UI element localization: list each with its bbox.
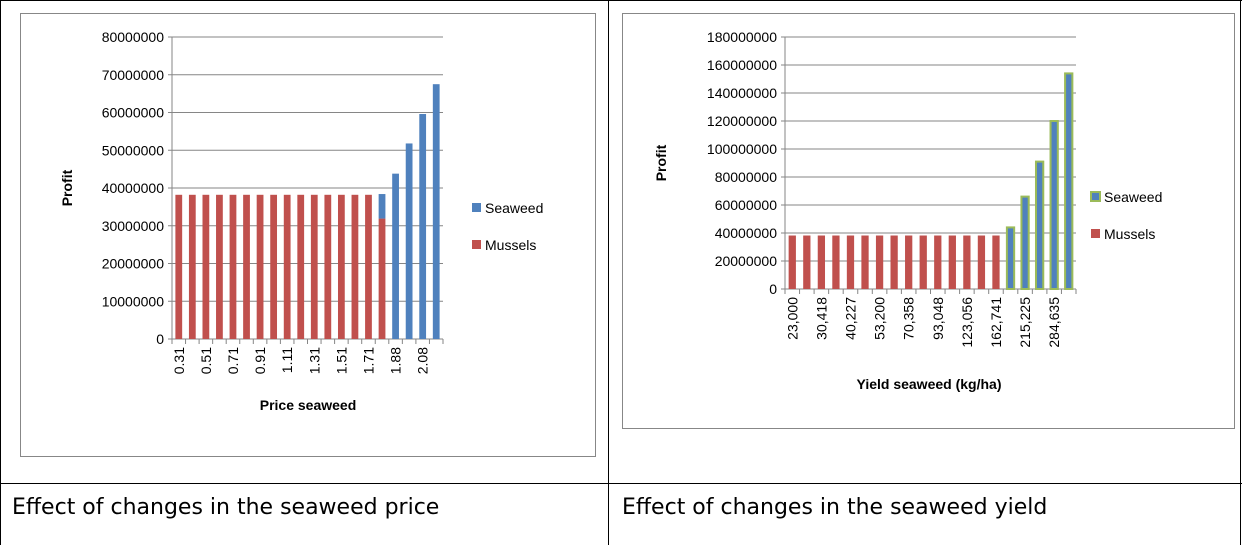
mussels-bar (846, 235, 855, 289)
x-tick-label: 0.31 (171, 347, 187, 374)
mussels-bar (817, 235, 826, 289)
mussels-bar (861, 235, 869, 289)
seaweed-bar (1064, 72, 1074, 291)
mussels-bar (977, 235, 986, 289)
mussels-bar (875, 235, 884, 289)
x-tick-label: 1.51 (333, 347, 349, 374)
y-tick-label: 100000000 (707, 141, 777, 157)
mussels-bar (934, 235, 942, 289)
y-tick-label: 70000000 (102, 67, 165, 83)
mussels-bar (905, 235, 913, 289)
y-axis-title: Profit (59, 169, 75, 206)
y-tick-label: 30000000 (102, 218, 165, 234)
mussels-bar (229, 194, 237, 339)
left-caption: Effect of changes in the seaweed price (12, 495, 440, 520)
mussels-bar (992, 235, 1000, 289)
mussels-bar (243, 194, 250, 339)
mussels-bar (216, 194, 223, 339)
mussels-bar (283, 194, 291, 339)
seaweed-bar (1005, 226, 1016, 290)
x-tick-label: 0.71 (225, 347, 241, 374)
mussels-bar (337, 194, 345, 339)
mussels-bar (948, 235, 956, 289)
mussels-bar (256, 194, 264, 339)
x-tick-label: 0.91 (252, 347, 268, 374)
yield-chart: 0 20000000 40000000 60000000 80000000 1000000… (653, 29, 1162, 392)
y-tick-label: 0 (156, 331, 164, 347)
y-tick-label: 140000000 (707, 85, 777, 101)
x-tick-label: 1.31 (306, 347, 322, 374)
y-tick-label: 60000000 (715, 197, 778, 213)
seaweed-bar (1020, 195, 1030, 291)
mussels-bar (365, 194, 372, 339)
x-tick-label: 70,358 (901, 297, 917, 340)
x-tick-label: 1.88 (388, 347, 404, 374)
y-tick-label: 180000000 (707, 29, 777, 45)
mussels-bar (890, 235, 898, 289)
x-tick-label: 30,418 (813, 297, 829, 340)
x-tick-label: 162,741 (988, 297, 1004, 348)
right-caption: Effect of changes in the seaweed yield (622, 495, 1048, 520)
y-tick-label: 40000000 (715, 225, 778, 241)
mussels-bar (788, 235, 796, 289)
y-axis-title: Profit (653, 144, 669, 181)
mussels-bar (188, 194, 196, 339)
right-chart-frame (622, 13, 1235, 429)
x-axis-title: Price seaweed (260, 397, 357, 413)
mussels-bar (803, 235, 811, 289)
left-chart-frame (20, 13, 596, 457)
y-tick-label: 160000000 (707, 57, 777, 73)
y-tick-label: 80000000 (715, 169, 778, 185)
mussels-bar (297, 194, 305, 339)
mussels-bar (175, 194, 183, 339)
legend-mussels-swatch (1091, 229, 1100, 238)
legend-mussels-swatch (472, 240, 481, 249)
x-tick-label: 93,048 (930, 297, 946, 340)
seaweed-bar (378, 194, 386, 219)
seaweed-bar (432, 84, 440, 339)
x-tick-label: 23,000 (784, 297, 800, 340)
y-tick-label: 50000000 (102, 142, 165, 158)
mussels-bar (270, 194, 278, 339)
y-tick-label: 20000000 (102, 256, 165, 272)
mussels-bar (310, 194, 318, 339)
mussels-bar (324, 194, 332, 339)
y-tick-label: 120000000 (707, 113, 777, 129)
legend-seaweed-label: Seaweed (485, 200, 543, 216)
x-tick-label: 1.11 (279, 347, 295, 373)
x-tick-label: 1.71 (360, 347, 376, 374)
legend-seaweed-swatch (472, 203, 481, 212)
mussels-bar (832, 235, 840, 289)
x-tick-label: 215,225 (1017, 297, 1033, 348)
y-tick-label: 60000000 (102, 105, 165, 121)
legend-mussels-label: Mussels (1104, 226, 1155, 242)
x-tick-label: 40,227 (842, 297, 858, 340)
y-tick-label: 20000000 (715, 253, 778, 269)
x-tick-label: 2.08 (415, 347, 431, 374)
x-tick-label: 0.51 (198, 347, 214, 374)
x-tick-label: 53,200 (872, 297, 888, 340)
seaweed-bar (392, 173, 399, 339)
x-axis-title: Yield seaweed (kg/ha) (857, 376, 1002, 392)
mussels-bar (351, 194, 359, 339)
y-tick-label: 40000000 (102, 180, 165, 196)
y-tick-label: 80000000 (102, 29, 165, 45)
price-chart: 0 10000000 20000000 30000000 40000000 5000000… (59, 29, 543, 413)
legend-seaweed-swatch (1090, 191, 1101, 202)
seaweed-bar (1049, 120, 1059, 290)
y-tick-label: 0 (769, 281, 777, 297)
x-tick-label: 123,056 (959, 297, 975, 348)
seaweed-bar (405, 143, 413, 339)
mussels-bar (963, 235, 971, 289)
mussels-bar (919, 235, 927, 289)
legend-seaweed-label: Seaweed (1104, 189, 1162, 205)
seaweed-bar (1034, 160, 1045, 291)
mussels-bar (202, 194, 210, 339)
legend-mussels-label: Mussels (485, 237, 536, 253)
x-tick-label: 284,635 (1046, 297, 1062, 348)
seaweed-bar (419, 114, 427, 339)
mussels-bar (378, 218, 386, 339)
y-tick-label: 10000000 (102, 293, 165, 309)
